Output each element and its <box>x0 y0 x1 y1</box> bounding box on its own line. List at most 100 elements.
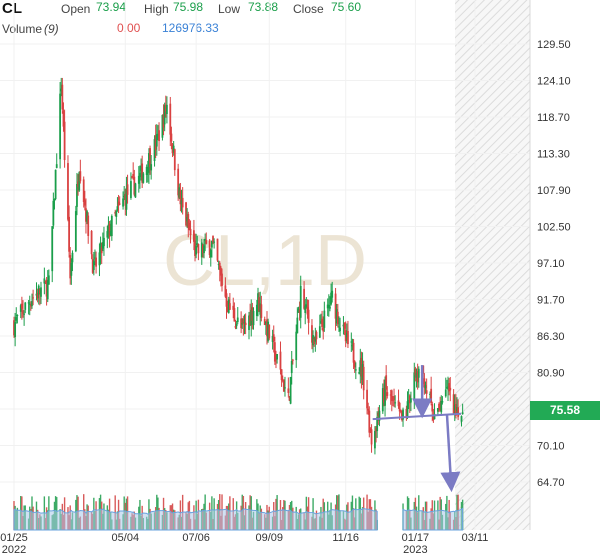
candle <box>297 306 300 313</box>
candle <box>354 362 357 380</box>
candle <box>133 169 136 197</box>
candle <box>186 208 189 229</box>
candle <box>44 280 47 285</box>
candle <box>78 171 81 192</box>
candle <box>146 160 149 183</box>
candle <box>303 281 305 310</box>
candle <box>139 165 141 189</box>
candle <box>140 158 142 181</box>
candle <box>263 316 266 326</box>
candle <box>392 396 394 407</box>
candle <box>15 307 18 324</box>
candle <box>200 238 203 265</box>
candle <box>19 303 22 319</box>
candle <box>453 394 456 422</box>
candle <box>108 220 111 248</box>
candle <box>384 376 386 417</box>
candle <box>344 321 347 348</box>
candle <box>323 301 326 332</box>
candle <box>205 232 208 245</box>
candle <box>343 322 346 336</box>
candle <box>415 368 418 388</box>
candle <box>204 233 207 252</box>
candle <box>181 187 184 215</box>
candle <box>107 216 110 239</box>
candle <box>110 214 113 241</box>
future-area <box>455 0 530 530</box>
candle <box>291 358 294 365</box>
candle <box>193 219 195 251</box>
candle <box>116 197 119 212</box>
candle <box>255 299 258 321</box>
candle <box>248 311 250 340</box>
candle <box>155 124 158 156</box>
candle <box>27 300 30 315</box>
candle <box>334 287 337 331</box>
candle <box>406 391 409 420</box>
candle <box>234 319 237 330</box>
candle <box>164 95 167 118</box>
candle <box>424 381 427 394</box>
candle <box>228 293 231 311</box>
candle <box>166 96 168 124</box>
candle <box>195 233 198 259</box>
candle <box>284 376 286 397</box>
candle <box>361 352 364 386</box>
candle <box>218 260 221 282</box>
candle <box>179 182 182 212</box>
candle <box>249 303 252 326</box>
candle <box>375 425 377 443</box>
candle <box>124 189 127 216</box>
candle <box>250 299 253 337</box>
symbol-label: CL <box>2 0 22 17</box>
candle <box>456 397 458 414</box>
candle <box>350 332 353 352</box>
y-tick-label: 91.70 <box>537 295 565 307</box>
candle <box>272 325 275 353</box>
candle <box>188 219 191 231</box>
candle <box>173 148 176 176</box>
candle <box>55 153 58 169</box>
candle <box>251 302 254 330</box>
candle <box>433 403 436 420</box>
candle <box>60 77 63 97</box>
candle <box>414 366 417 382</box>
candle <box>280 369 283 387</box>
candle <box>86 209 88 225</box>
candle <box>431 401 434 422</box>
candle <box>29 301 32 311</box>
candle <box>132 162 135 180</box>
candle <box>389 389 392 405</box>
candle <box>440 395 443 416</box>
candle <box>252 307 255 330</box>
candle <box>296 307 299 334</box>
y-axis: 129.50 124.10 118.70 113.30 107.90 102.50 97.1… <box>537 39 571 489</box>
candle <box>224 277 227 298</box>
candle <box>28 295 31 316</box>
candle <box>87 212 90 244</box>
candle <box>287 377 290 398</box>
candle <box>85 198 87 234</box>
candle <box>374 426 376 455</box>
candle <box>271 329 274 350</box>
y-tick-label: 97.10 <box>537 258 565 270</box>
candle <box>208 238 211 258</box>
candle <box>67 155 69 222</box>
candle <box>429 391 431 400</box>
candle <box>76 172 78 216</box>
volume-value-2: 126976.33 <box>162 21 219 35</box>
candle <box>279 341 282 375</box>
candle <box>131 175 133 179</box>
candle <box>32 289 35 306</box>
candle <box>217 260 220 270</box>
candle <box>162 104 165 136</box>
candle <box>172 140 175 156</box>
y-tick-label: 86.30 <box>537 331 565 343</box>
candle <box>259 291 262 326</box>
candlestick-series <box>13 77 464 455</box>
candle <box>209 248 212 267</box>
candle <box>194 233 196 262</box>
candle <box>142 171 145 184</box>
